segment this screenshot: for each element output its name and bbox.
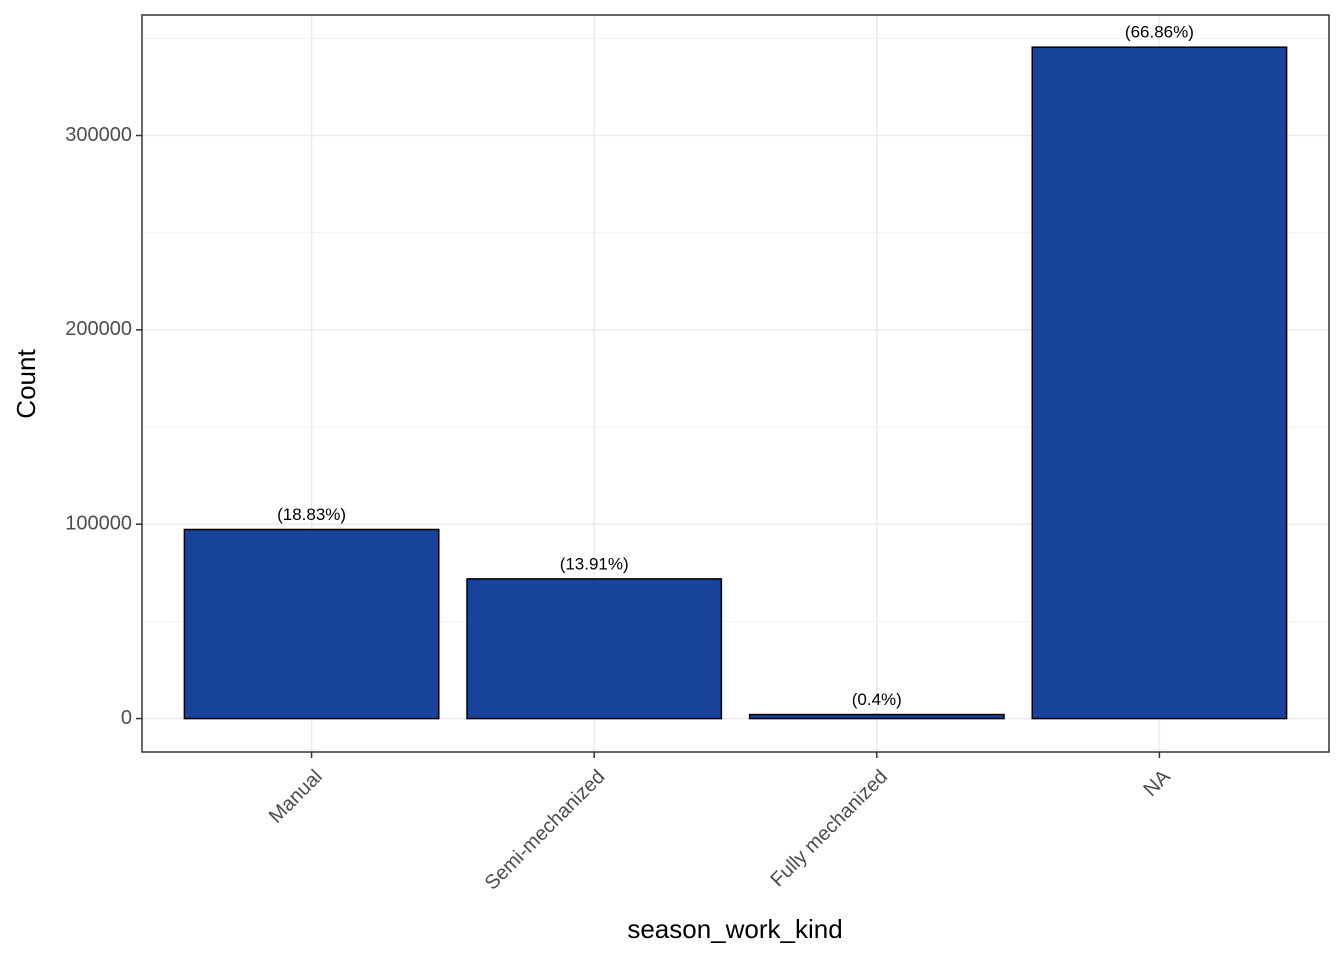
bar: [1031, 46, 1288, 720]
bar-label: (13.91%): [560, 554, 629, 573]
bar: [748, 713, 1005, 720]
y-axis-title: Count: [11, 349, 41, 419]
bar: [183, 528, 440, 720]
bar-label: (0.4%): [852, 690, 902, 709]
x-tick-label: Semi-mechanized: [481, 766, 610, 895]
bar-label: (18.83%): [277, 505, 346, 524]
y-tick-label: 0: [121, 707, 132, 729]
bar: [466, 578, 723, 720]
y-tick-label: 100000: [65, 512, 132, 534]
y-tick-label: 200000: [65, 318, 132, 340]
panel-border: [141, 14, 1330, 753]
x-axis-title: season_work_kind: [627, 914, 842, 944]
x-tick-label: Manual: [265, 766, 327, 828]
x-tick-label: NA: [1139, 765, 1175, 801]
x-tick-label: Fully mechanized: [766, 766, 892, 892]
bar-label: (66.86%): [1125, 23, 1194, 42]
y-tick-label: 300000: [65, 124, 132, 146]
